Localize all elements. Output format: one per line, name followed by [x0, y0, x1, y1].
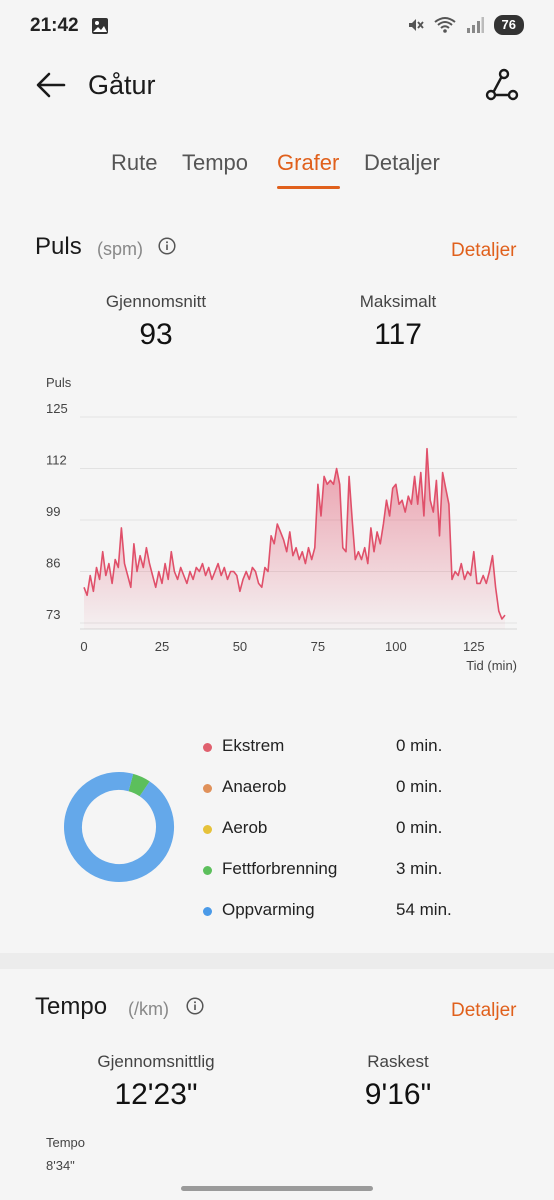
zone-label: Oppvarming: [222, 900, 315, 919]
max-pulse-value: 117: [374, 318, 422, 351]
zone-dot: [203, 907, 212, 916]
zone-row-extreme: Ekstrem 0 min.: [203, 736, 493, 760]
zone-row-anaerobic: Anaerob 0 min.: [203, 777, 493, 801]
info-icon[interactable]: [186, 997, 204, 1015]
tab-bar: Rute Tempo Grafer Detaljer: [0, 150, 554, 194]
tab-tempo[interactable]: Tempo: [182, 150, 249, 175]
zone-label: Aerob: [222, 818, 268, 837]
gallery-icon: [92, 18, 108, 34]
chart-x-tick-label: 25: [155, 639, 169, 654]
donut-segment: [64, 772, 174, 882]
zone-label: Ekstrem: [222, 736, 285, 755]
chart-y-tick-label: 112: [46, 453, 67, 468]
app-bar: Gåtur: [0, 60, 554, 112]
avg-pulse-label: Gjennomsnitt: [105, 292, 207, 311]
chart-y-tick-label: 125: [46, 401, 68, 416]
wifi-icon: [433, 17, 456, 33]
zone-dot: [203, 743, 212, 752]
tempo-unit: (/km): [128, 999, 169, 1019]
chart-y-tick-label: 99: [46, 504, 60, 519]
max-pulse-label: Maksimalt: [359, 292, 437, 311]
chart-x-axis-title: Tid (min): [466, 658, 517, 673]
info-icon[interactable]: [158, 237, 176, 255]
avg-tempo-label: Gjennomsnittlig: [97, 1052, 215, 1071]
zone-value: 3 min.: [396, 859, 443, 878]
zone-label: Anaerob: [222, 777, 287, 796]
pulse-chart: Puls 125 112 99 86 73 0 25 50 75 100 125 Tid (min…: [46, 375, 517, 673]
active-tab-indicator: [277, 186, 340, 189]
tab-route[interactable]: Rute: [111, 150, 158, 175]
tempo-details-link[interactable]: Detaljer: [451, 1000, 517, 1021]
fastest-tempo-value: 9'16": [364, 1078, 432, 1111]
zone-label: Fettforbrenning: [222, 859, 338, 878]
pulse-area: [84, 448, 505, 629]
chart-x-tick-label: 125: [463, 639, 485, 654]
zone-row-fat-burning: Fettforbrenning 3 min.: [203, 859, 493, 883]
tempo-axis-tick: 8'34": [46, 1158, 75, 1173]
zone-value: 54 min.: [396, 900, 452, 919]
chart-x-tick-label: 75: [311, 639, 325, 654]
mute-icon: [408, 19, 424, 31]
status-bar: 21:42 76: [0, 0, 554, 54]
zone-dot: [203, 784, 212, 793]
pulse-line: [83, 447, 506, 620]
pulse-unit: (spm): [97, 239, 143, 259]
zone-value: 0 min.: [396, 777, 443, 796]
pulse-title: Puls: [35, 233, 82, 260]
tab-graphs[interactable]: Grafer: [277, 150, 340, 175]
status-time: 21:42: [30, 15, 79, 36]
battery-indicator: 76: [493, 15, 524, 35]
back-arrow-icon[interactable]: [34, 70, 68, 100]
heart-rate-zone-donut: [64, 772, 174, 882]
avg-tempo-value: 12'23": [114, 1078, 198, 1111]
zone-value: 0 min.: [396, 818, 443, 837]
avg-pulse-value: 93: [139, 318, 173, 351]
chart-x-tick-label: 50: [233, 639, 247, 654]
page-title: Gåtur: [88, 70, 156, 100]
home-indicator[interactable]: [181, 1186, 373, 1191]
chart-y-tick-label: 73: [46, 607, 60, 622]
chart-y-tick-label: 86: [46, 556, 60, 571]
zone-value: 0 min.: [396, 736, 443, 755]
fastest-tempo-label: Raskest: [367, 1052, 429, 1071]
tab-details[interactable]: Detaljer: [364, 150, 440, 175]
tempo-title: Tempo: [35, 993, 108, 1020]
section-divider: [0, 953, 554, 969]
chart-x-tick-label: 100: [385, 639, 407, 654]
zone-row-warmup: Oppvarming 54 min.: [203, 900, 493, 924]
zone-dot: [203, 825, 212, 834]
status-icons: 76: [406, 15, 524, 35]
zone-dot: [203, 866, 212, 875]
zone-row-aerobic: Aerob 0 min.: [203, 818, 493, 842]
pulse-details-link[interactable]: Detaljer: [451, 240, 517, 261]
route-icon[interactable]: [484, 68, 520, 102]
tempo-axis-title: Tempo: [46, 1135, 86, 1150]
chart-x-tick-label: 0: [80, 639, 87, 654]
signal-icon: [466, 17, 484, 33]
chart-y-axis-title: Puls: [46, 375, 72, 390]
